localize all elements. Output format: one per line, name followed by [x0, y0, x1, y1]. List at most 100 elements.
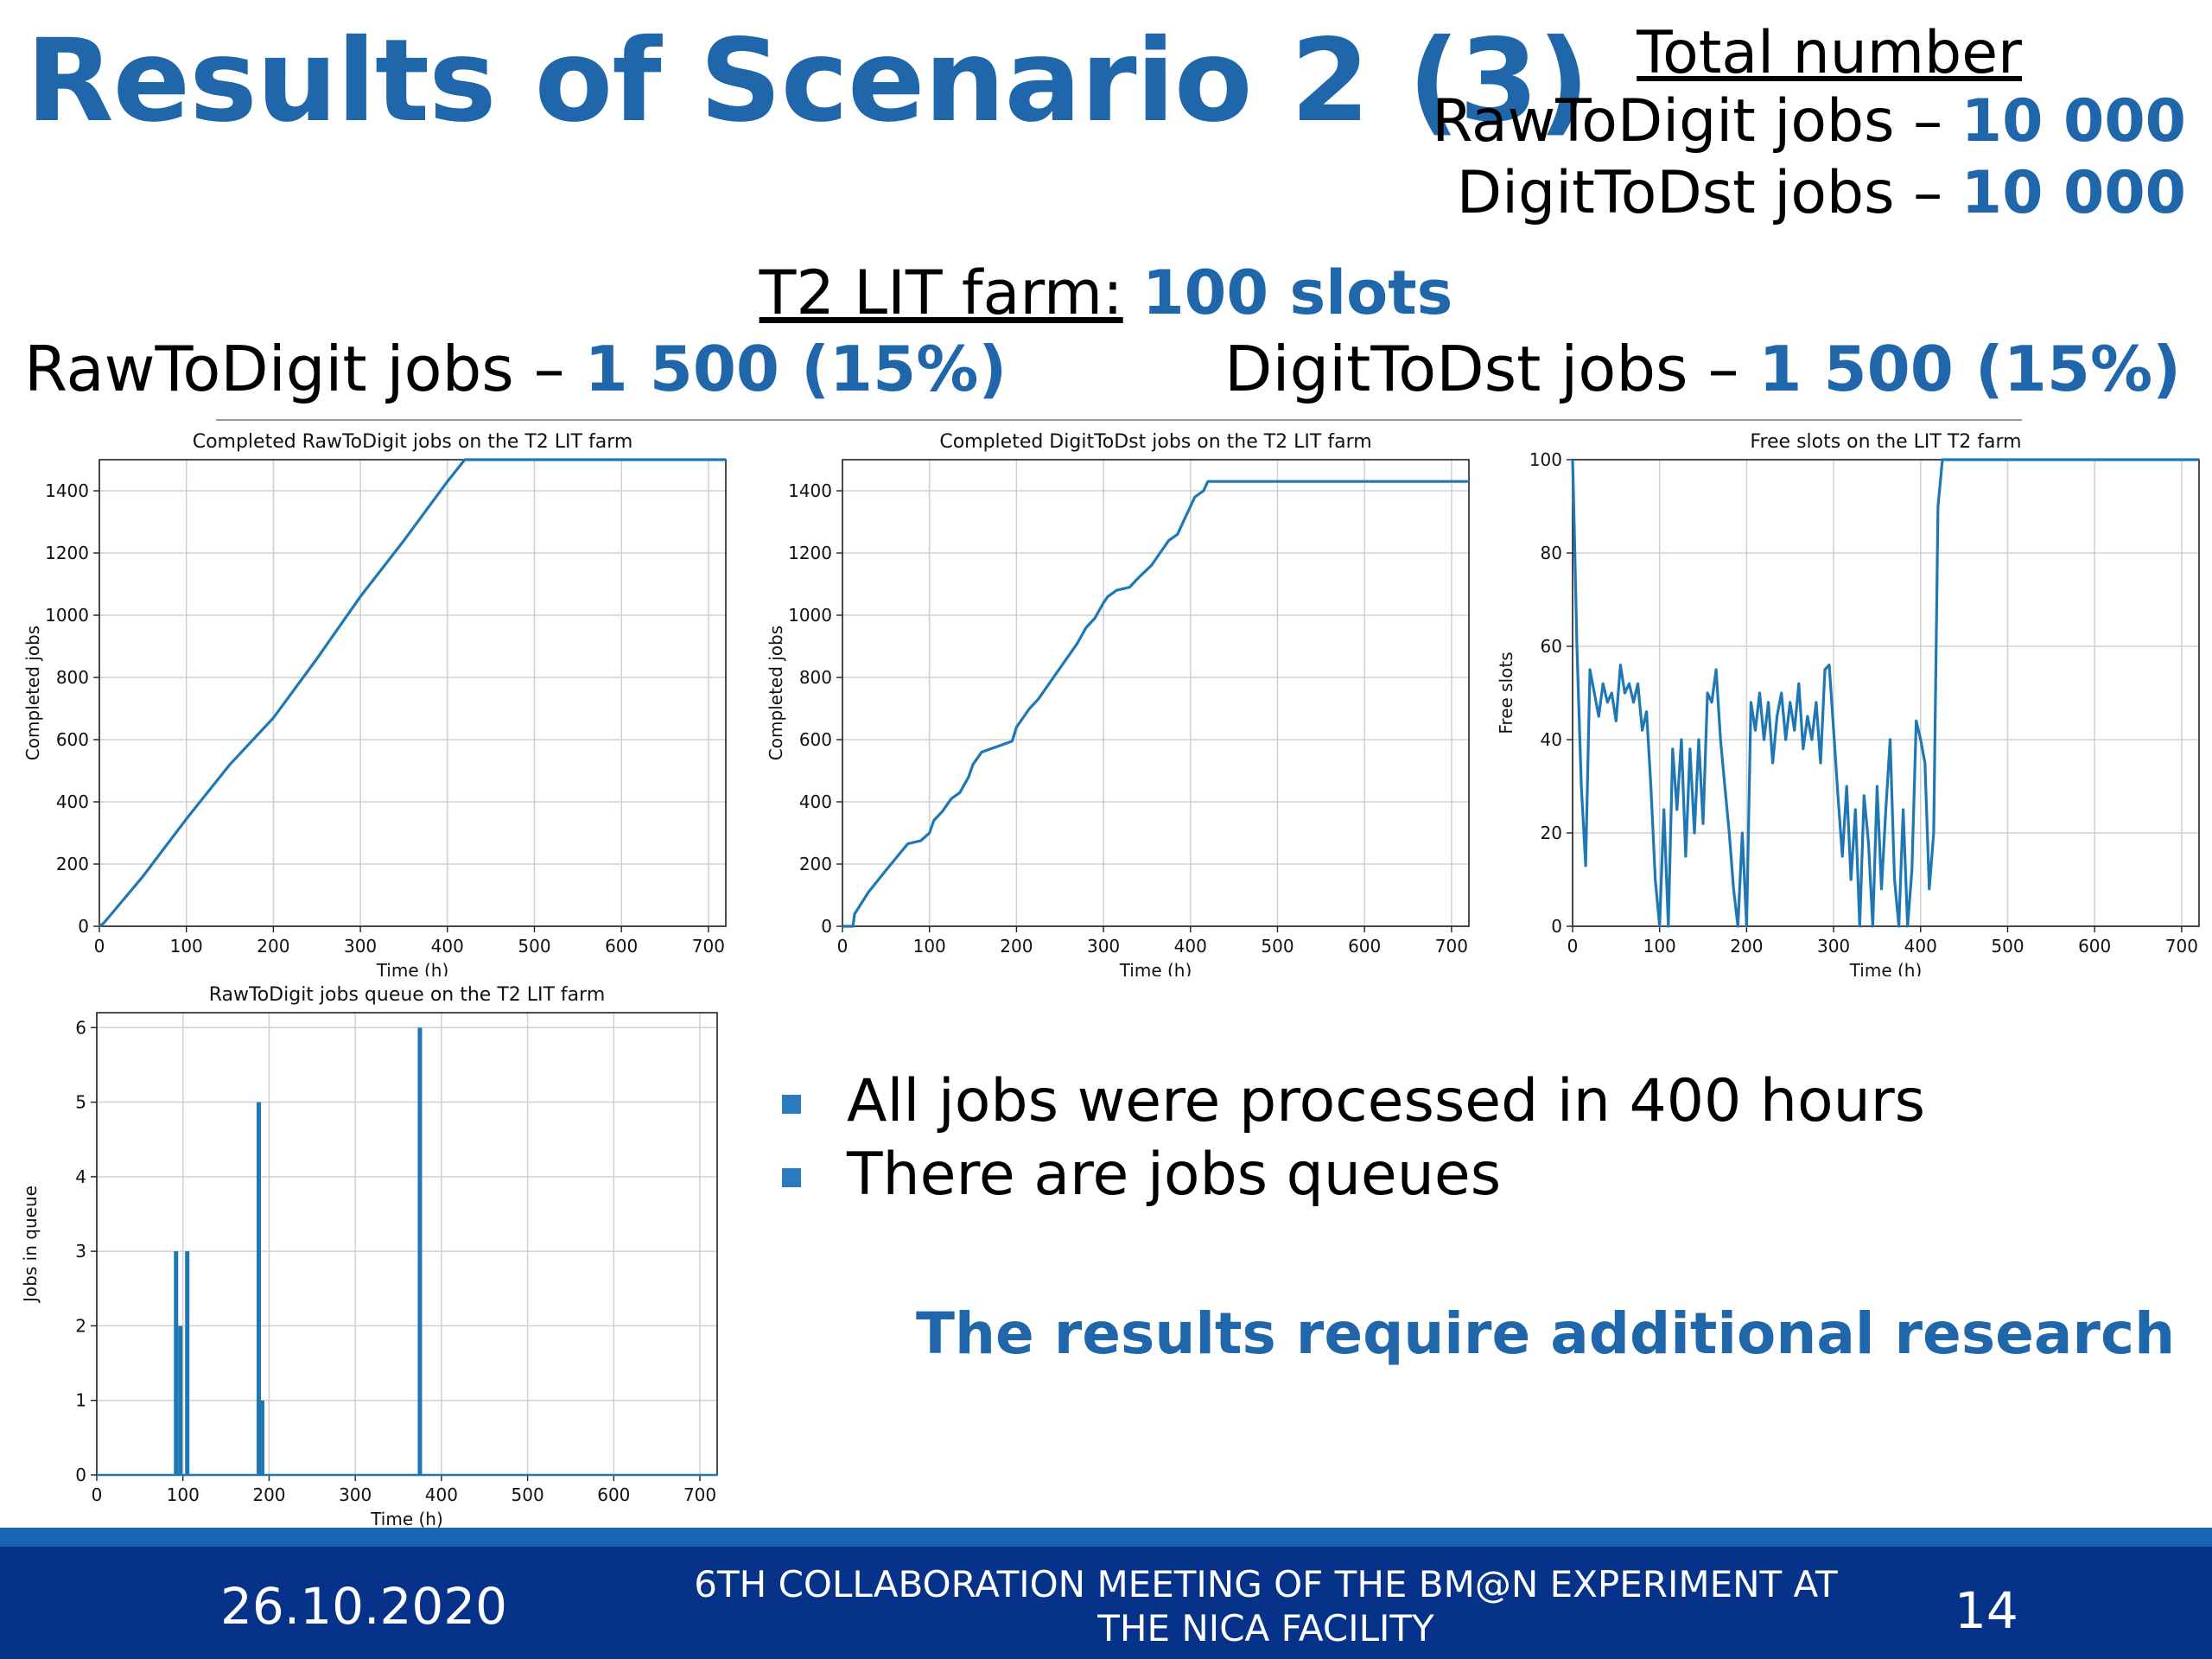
plot-frame	[96, 1012, 718, 1476]
queue-bar	[178, 1325, 183, 1475]
footer-page-number: 14	[1955, 1581, 2018, 1640]
series-line	[842, 480, 1469, 928]
footer-meeting: 6TH COLLABORATION MEETING OF THE BM@N EX…	[694, 1563, 1838, 1650]
x-tick-label: 700	[1435, 936, 1468, 957]
x-tick-label: 600	[1348, 936, 1381, 957]
x-tick-label: 500	[518, 936, 550, 957]
total-dst-line: DigitToDst jobs – 10 000	[1457, 158, 2186, 229]
series-line	[99, 458, 726, 928]
total-raw-label: RawToDigit jobs –	[1432, 87, 1961, 156]
x-tick-label: 200	[257, 936, 289, 957]
x-tick-label: 300	[1817, 936, 1850, 957]
footer-bar	[0, 1547, 2212, 1659]
x-axis-label: Time (h)	[1119, 960, 1192, 976]
x-tick-label: 300	[344, 936, 377, 957]
y-tick-label: 100	[1529, 449, 1562, 470]
raw-jobs-value: 1 500 (15%)	[584, 333, 1007, 405]
y-tick-label: 200	[799, 854, 832, 874]
x-axis-label: Time (h)	[1849, 960, 1923, 976]
x-tick-label: 100	[167, 1484, 200, 1505]
queue-bar	[259, 1400, 264, 1475]
y-tick-label: 0	[1551, 916, 1562, 937]
y-tick-label: 60	[1541, 636, 1562, 657]
x-tick-label: 500	[512, 1484, 544, 1505]
y-tick-label: 0	[75, 1465, 86, 1485]
x-tick-label: 200	[252, 1484, 285, 1505]
x-axis-label: Time (h)	[376, 960, 449, 976]
x-tick-label: 100	[170, 936, 203, 957]
x-tick-label: 700	[2165, 936, 2198, 957]
x-tick-label: 400	[1904, 936, 1937, 957]
y-tick-label: 400	[56, 791, 89, 812]
y-tick-label: 1000	[788, 605, 832, 626]
y-tick-label: 1	[75, 1390, 86, 1411]
y-tick-label: 200	[56, 854, 89, 874]
x-tick-label: 100	[1643, 936, 1676, 957]
y-tick-label: 400	[799, 791, 832, 812]
y-tick-label: 4	[75, 1166, 86, 1187]
plot-frame	[842, 459, 1470, 927]
x-tick-label: 700	[692, 936, 725, 957]
queue-bar	[256, 1102, 261, 1475]
chart-raw-completed: Completed RawToDigit jobs on the T2 LIT …	[22, 431, 727, 976]
bullet-marker	[782, 1168, 801, 1187]
x-tick-label: 0	[94, 936, 105, 957]
farm-line: T2 LIT farm: 100 slots	[0, 257, 2212, 328]
total-raw-line: RawToDigit jobs – 10 000	[1432, 86, 2186, 157]
x-tick-label: 300	[1087, 936, 1120, 957]
dst-jobs-label: DigitToDst jobs –	[1224, 333, 1759, 405]
bullet-item: All jobs were processed in 400 hours	[847, 1067, 1926, 1135]
bullet-marker	[782, 1095, 801, 1114]
conclusion-text: The results require additional research	[916, 1300, 2176, 1367]
y-axis-label: Free slots	[1496, 652, 1516, 734]
y-tick-label: 0	[78, 916, 89, 937]
x-tick-label: 600	[597, 1484, 630, 1505]
series-line	[1571, 458, 2199, 928]
queue-bar	[174, 1251, 179, 1475]
y-axis-label: Completed jobs	[22, 626, 43, 760]
footer-date: 26.10.2020	[220, 1577, 508, 1636]
raw-jobs-line: RawToDigit jobs – 1 500 (15%)	[24, 333, 1007, 405]
y-axis-label: Completed jobs	[766, 626, 786, 760]
y-tick-label: 20	[1541, 823, 1562, 843]
y-tick-label: 800	[56, 667, 89, 688]
y-tick-label: 1400	[788, 480, 832, 501]
raw-jobs-label: RawToDigit jobs –	[24, 333, 585, 405]
plot-frame	[99, 459, 727, 927]
total-number-heading: Total number	[1637, 19, 2022, 87]
y-tick-label: 600	[56, 729, 89, 750]
x-tick-label: 0	[837, 936, 849, 957]
y-tick-label: 0	[821, 916, 832, 937]
chart-dst-completed: Completed DigitToDst jobs on the T2 LIT …	[766, 431, 1470, 976]
divider	[216, 419, 2022, 421]
y-tick-label: 2	[75, 1315, 86, 1336]
y-tick-label: 5	[75, 1092, 86, 1113]
chart-title: RawToDigit jobs queue on the T2 LIT farm	[209, 984, 606, 1006]
chart-title: Free slots on the LIT T2 farm	[1750, 431, 2021, 453]
x-tick-label: 0	[1567, 936, 1579, 957]
y-tick-label: 40	[1541, 729, 1562, 750]
x-tick-label: 600	[605, 936, 638, 957]
bullet-item: There are jobs queues	[847, 1141, 1502, 1209]
total-dst-label: DigitToDst jobs –	[1456, 159, 1961, 227]
queue-bar	[185, 1251, 190, 1475]
y-tick-label: 6	[75, 1017, 86, 1038]
slide-title: Results of Scenario 2 (3)	[26, 15, 1590, 148]
x-tick-label: 400	[431, 936, 464, 957]
x-tick-label: 700	[683, 1484, 716, 1505]
x-tick-label: 400	[1174, 936, 1207, 957]
x-tick-label: 200	[1730, 936, 1763, 957]
y-tick-label: 1000	[45, 605, 89, 626]
y-tick-label: 3	[75, 1241, 86, 1262]
plot-frame	[1572, 459, 2200, 927]
y-tick-label: 1200	[788, 543, 832, 563]
y-tick-label: 1200	[45, 543, 89, 563]
x-tick-label: 100	[913, 936, 946, 957]
farm-value: 100 slots	[1141, 257, 1453, 328]
y-tick-label: 1400	[45, 480, 89, 501]
footer-stripe	[0, 1528, 2212, 1547]
total-raw-value: 10 000	[1961, 87, 2186, 156]
y-axis-label: Jobs in queue	[20, 1185, 41, 1304]
dst-jobs-value: 1 500 (15%)	[1758, 333, 2181, 405]
